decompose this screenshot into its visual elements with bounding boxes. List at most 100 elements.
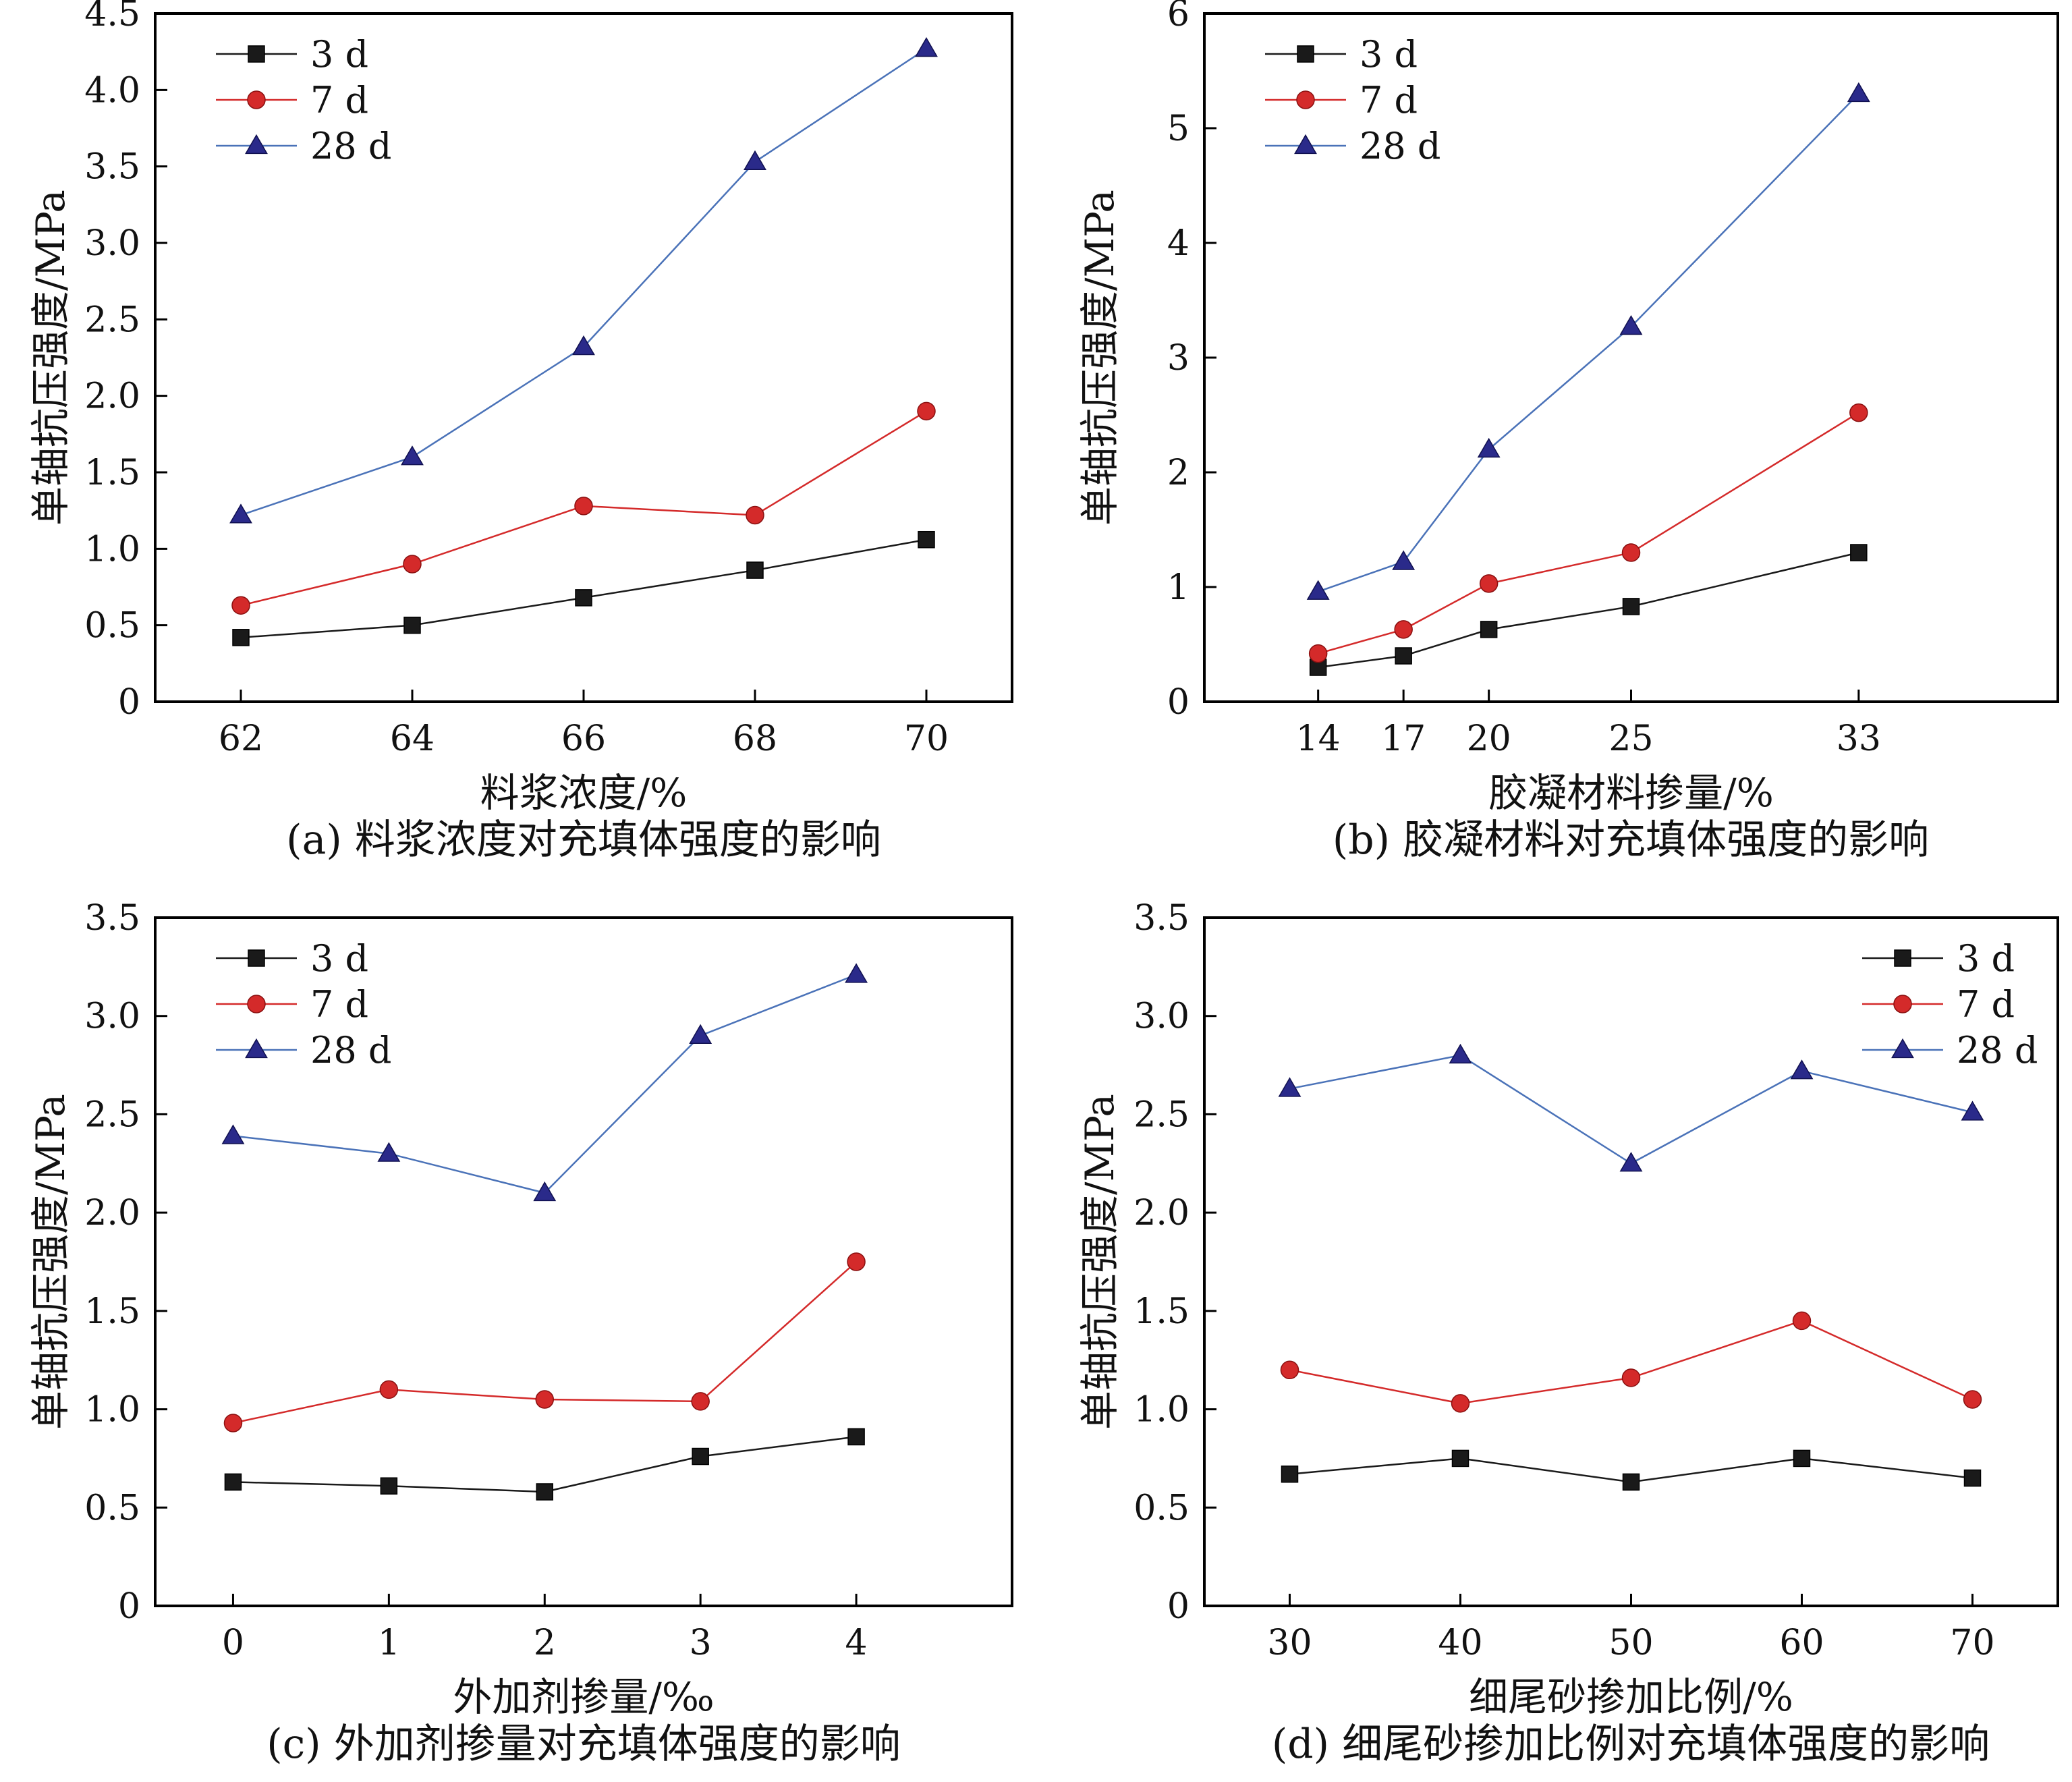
series-3d — [1309, 544, 1868, 676]
data-point — [403, 616, 421, 634]
data-point — [1621, 543, 1641, 562]
y-tick-label: 1.0 — [84, 1390, 140, 1430]
data-point — [1449, 1043, 1472, 1064]
data-point — [847, 1428, 865, 1446]
panel-caption: (a) 料浆浓度对充填体强度的影响 — [286, 816, 881, 864]
panel-caption: (c) 外加剂掺量对充填体强度的影响 — [267, 1721, 901, 1768]
data-point — [691, 1392, 710, 1411]
y-tick-label: 1.0 — [84, 529, 140, 569]
legend: 3 d7 d28 d — [216, 937, 391, 1071]
series-28d — [221, 963, 868, 1202]
data-point — [746, 561, 764, 579]
series-28d — [1278, 1043, 1984, 1172]
x-tick-label: 70 — [1950, 1623, 1994, 1663]
legend-label: 3 d — [1360, 33, 1418, 76]
series-3d — [232, 530, 935, 646]
panel-caption: (b) 胶凝材料对充填体强度的影响 — [1333, 816, 1929, 864]
x-tick-label: 30 — [1267, 1623, 1312, 1663]
x-tick-label: 17 — [1381, 719, 1426, 759]
legend-label: 28 d — [1360, 125, 1440, 167]
data-point — [692, 1447, 709, 1466]
data-point — [1280, 1360, 1299, 1380]
data-point — [845, 963, 868, 983]
data-point — [1308, 644, 1328, 663]
data-point — [917, 401, 936, 421]
y-tick-label: 4.5 — [84, 0, 140, 34]
data-point — [1281, 1465, 1299, 1483]
data-point — [1619, 1152, 1643, 1172]
y-tick-label: 0 — [1167, 682, 1189, 723]
data-point — [572, 335, 595, 356]
y-tick-label: 0 — [1167, 1586, 1189, 1627]
chart-panel-a: 0 0.5 1.0 1.5 2.0 2.5 3.0 3.5 4.0 4.5 62 64 66 68 70 料浆… — [28, 0, 1013, 864]
data-point — [1622, 598, 1640, 615]
y-tick-label: 2.0 — [84, 377, 140, 417]
y-tick-label: 0.5 — [84, 1488, 140, 1528]
legend: 3 d7 d28 d — [216, 33, 391, 167]
legend-label: 28 d — [1957, 1029, 2038, 1071]
x-axis-title: 外加剂掺量/‰ — [453, 1674, 714, 1720]
data-point — [1793, 1449, 1811, 1468]
x-axis-title: 胶凝材料掺量/% — [1488, 770, 1774, 816]
legend-label: 7 d — [310, 983, 368, 1026]
y-tick-label: 2.5 — [84, 1094, 140, 1135]
y-tick-label: 3 — [1167, 338, 1189, 379]
legend-label: 3 d — [310, 33, 368, 76]
series-line — [240, 538, 927, 639]
legend: 3 d7 d28 d — [1265, 33, 1440, 167]
y-tick-label: 0.5 — [84, 606, 140, 646]
data-point — [229, 503, 252, 524]
data-point — [689, 1024, 712, 1044]
data-point — [401, 445, 424, 466]
series-line — [1318, 412, 1859, 655]
data-point — [224, 1473, 242, 1491]
plot-frame — [1203, 916, 2059, 1607]
data-point — [915, 37, 938, 57]
x-tick-label: 66 — [561, 719, 606, 759]
data-point — [1395, 647, 1412, 665]
legend-marker — [247, 995, 266, 1013]
data-point — [536, 1483, 554, 1501]
x-tick-label: 14 — [1296, 719, 1341, 759]
data-point — [1963, 1390, 1982, 1409]
data-point — [1392, 550, 1416, 570]
legend-marker — [248, 45, 265, 63]
data-point — [1477, 437, 1501, 458]
data-point — [746, 505, 764, 525]
data-point — [1278, 1077, 1301, 1097]
series-7d — [231, 401, 936, 615]
x-axis-title: 细尾砂掺加比例/% — [1469, 1674, 1793, 1720]
y-axis-title: 单轴抗压强度/MPa — [1077, 1094, 1123, 1430]
y-tick-label: 3.0 — [84, 223, 140, 264]
data-point — [1622, 1473, 1640, 1491]
legend-marker — [245, 134, 268, 155]
data-point — [847, 1252, 866, 1271]
legend-marker — [1894, 949, 1911, 967]
panel-caption: (d) 细尾砂掺加比例对充填体强度的影响 — [1272, 1721, 1990, 1768]
y-tick-label: 0 — [118, 1586, 140, 1627]
y-tick-label: 3.5 — [84, 147, 140, 188]
data-point — [574, 497, 593, 516]
data-point — [1963, 1469, 1982, 1487]
data-point — [1790, 1059, 1814, 1080]
y-tick-label: 0 — [118, 682, 140, 723]
x-tick-label: 3 — [690, 1623, 712, 1663]
data-point — [377, 1142, 401, 1162]
series-line — [1289, 1320, 1973, 1405]
legend-marker — [1891, 1038, 1914, 1059]
data-point — [744, 150, 766, 170]
y-tick-label: 1.5 — [1133, 1291, 1189, 1332]
x-tick-label: 68 — [733, 719, 777, 759]
y-axis-title: 单轴抗压强度/MPa — [28, 1094, 74, 1430]
y-tick-label: 1.0 — [1133, 1390, 1189, 1430]
data-point — [1849, 403, 1868, 422]
data-point — [1621, 1368, 1641, 1387]
y-axis-title: 单轴抗压强度/MPa — [1077, 190, 1123, 526]
data-point — [1850, 544, 1868, 561]
x-axis-title: 料浆浓度/% — [480, 770, 688, 816]
legend-label: 3 d — [1957, 937, 2015, 980]
legend-marker — [245, 1038, 268, 1059]
legend-marker — [1294, 134, 1317, 155]
series-3d — [224, 1428, 865, 1501]
